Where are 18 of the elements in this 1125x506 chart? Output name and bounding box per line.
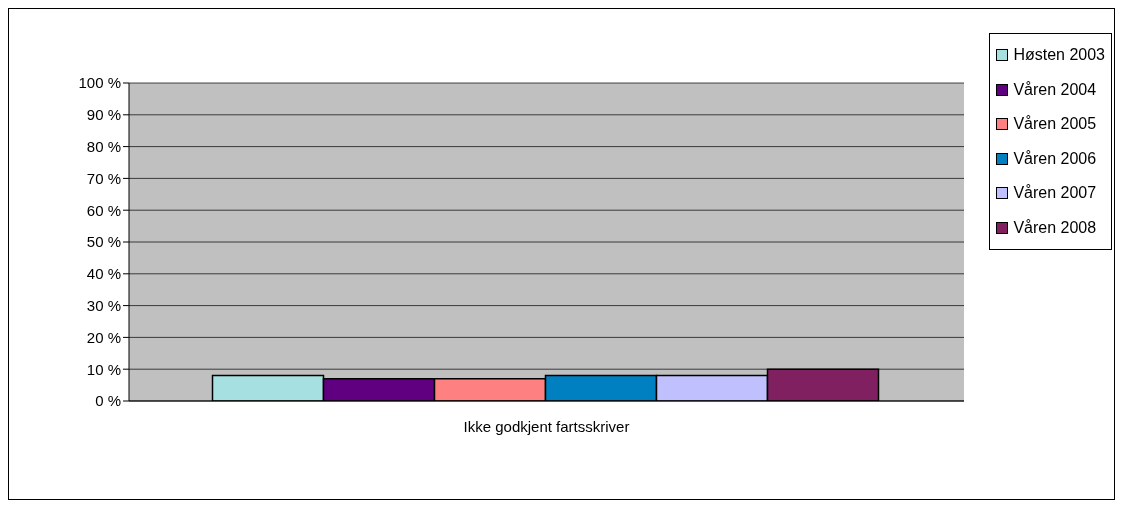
legend-label: Våren 2008: [1013, 218, 1097, 237]
y-tick-label: 40 %: [86, 265, 121, 283]
legend-label: Våren 2005: [1013, 115, 1097, 134]
y-tick-label: 0 %: [95, 392, 121, 410]
legend-label: Våren 2007: [1013, 184, 1097, 203]
y-tick-label: 80 %: [86, 137, 121, 155]
legend-label: Våren 2006: [1013, 149, 1097, 168]
y-tick-label: 10 %: [86, 360, 121, 378]
legend-label: Våren 2004: [1013, 80, 1097, 99]
y-tick-label: 60 %: [86, 201, 121, 219]
y-tick-label: 20 %: [86, 328, 121, 346]
x-tick-label: Ikke godkjent fartsskriver: [463, 417, 630, 435]
y-tick-label: 90 %: [86, 106, 121, 124]
y-tick-label: 50 %: [86, 233, 121, 251]
legend-label: Høsten 2003: [1013, 46, 1105, 65]
y-tick-label: 30 %: [86, 296, 121, 314]
y-tick-label: 70 %: [86, 169, 121, 187]
y-tick-label: 100 %: [78, 74, 121, 92]
